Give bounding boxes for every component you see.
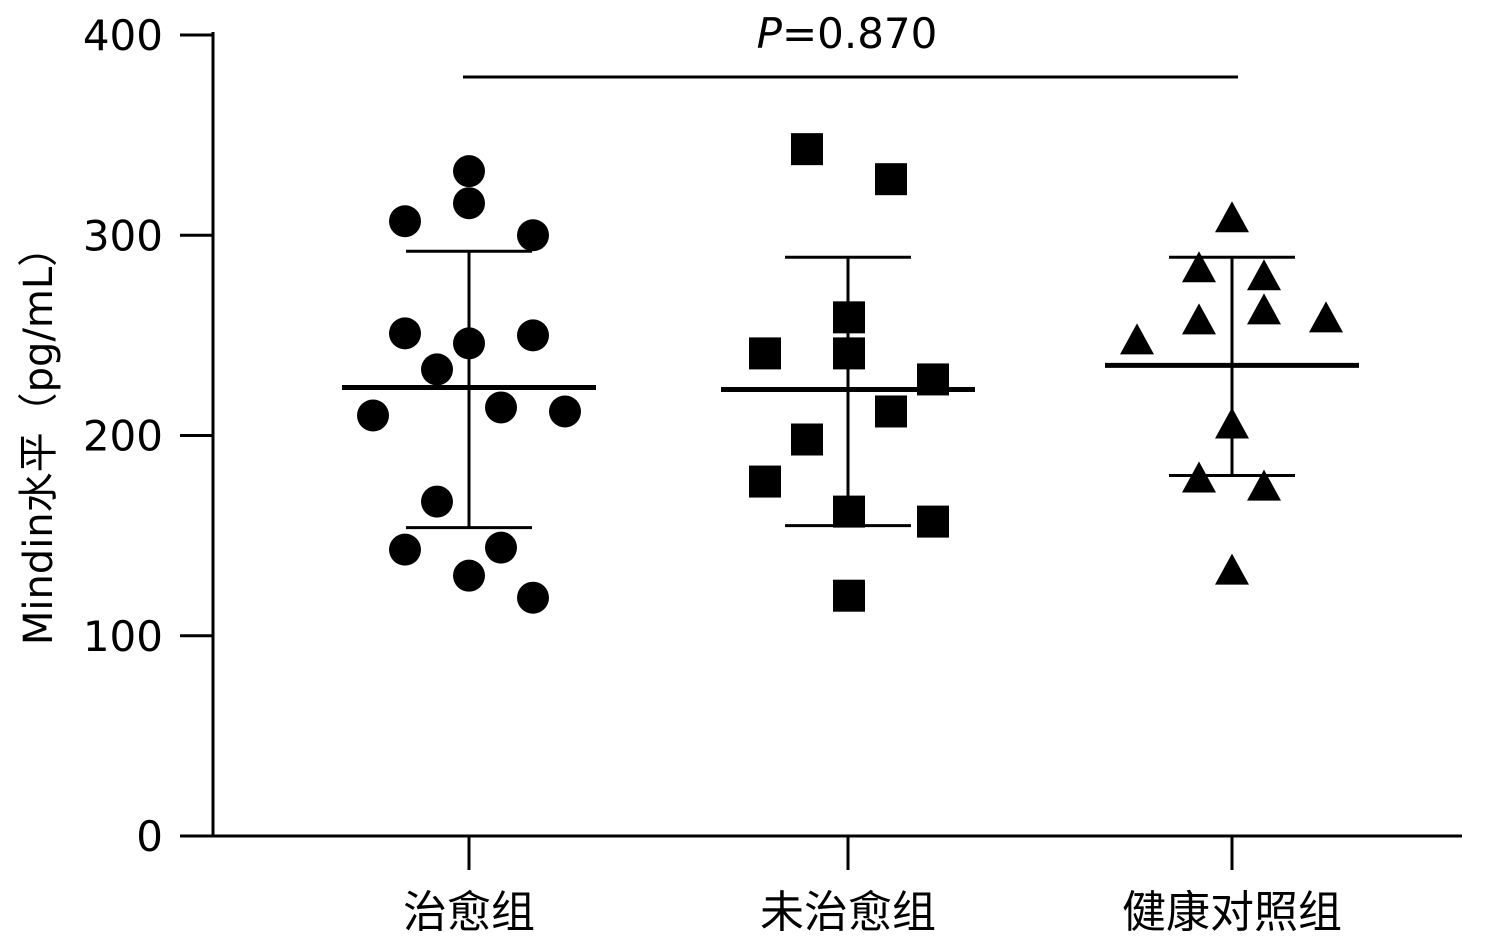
data-point-circle — [453, 187, 485, 220]
x-tick-label: 健康对照组 — [1122, 887, 1342, 938]
data-point-triangle — [1247, 293, 1281, 325]
data-point-triangle — [1215, 553, 1249, 585]
data-point-circle — [517, 219, 549, 252]
data-point-circle — [389, 205, 421, 238]
data-point-circle — [517, 319, 549, 352]
data-point-triangle — [1120, 323, 1154, 355]
data-point-square — [791, 133, 823, 166]
data-point-square — [917, 505, 949, 538]
data-point-circle — [421, 353, 453, 386]
data-point-triangle — [1215, 201, 1249, 233]
data-point-circle — [357, 399, 389, 432]
data-point-circle — [517, 581, 549, 614]
data-point-square — [875, 395, 907, 428]
x-tick-label: 未治愈组 — [760, 887, 936, 938]
data-point-triangle — [1182, 461, 1216, 493]
y-tick-label: 0 — [136, 812, 163, 861]
data-point-circle — [421, 485, 453, 518]
data-point-circle — [453, 559, 485, 592]
y-tick-label: 200 — [83, 412, 163, 461]
p-value: =0.870 — [782, 9, 937, 58]
y-axis-label: Mindin水平（pg/mL） — [16, 227, 62, 645]
data-point-circle — [389, 317, 421, 350]
data-point-square — [749, 337, 781, 370]
p-symbol: P — [757, 9, 783, 58]
y-tick-label: 400 — [83, 11, 163, 60]
axes: 0 100 200 300 400 治愈组 未治愈组 健康对照组 — [83, 11, 1462, 938]
data-point-circle — [549, 395, 581, 428]
data-point-circle — [453, 155, 485, 188]
data-point-circle — [485, 531, 517, 564]
data-marks — [342, 133, 1359, 614]
data-point-triangle — [1309, 301, 1343, 333]
y-tick-label: 300 — [83, 211, 163, 260]
data-point-square — [749, 465, 781, 498]
data-point-square — [791, 423, 823, 456]
data-point-triangle — [1247, 259, 1281, 291]
data-point-circle — [485, 391, 517, 424]
data-point-square — [875, 163, 907, 196]
data-point-triangle — [1182, 303, 1216, 335]
data-point-triangle — [1247, 469, 1281, 501]
x-tick-label: 治愈组 — [403, 887, 535, 938]
data-point-square — [833, 579, 865, 612]
data-point-triangle — [1182, 251, 1216, 283]
data-point-circle — [389, 533, 421, 566]
y-tick-label: 100 — [83, 612, 163, 661]
p-value-annotation: P=0.870 — [757, 9, 938, 58]
